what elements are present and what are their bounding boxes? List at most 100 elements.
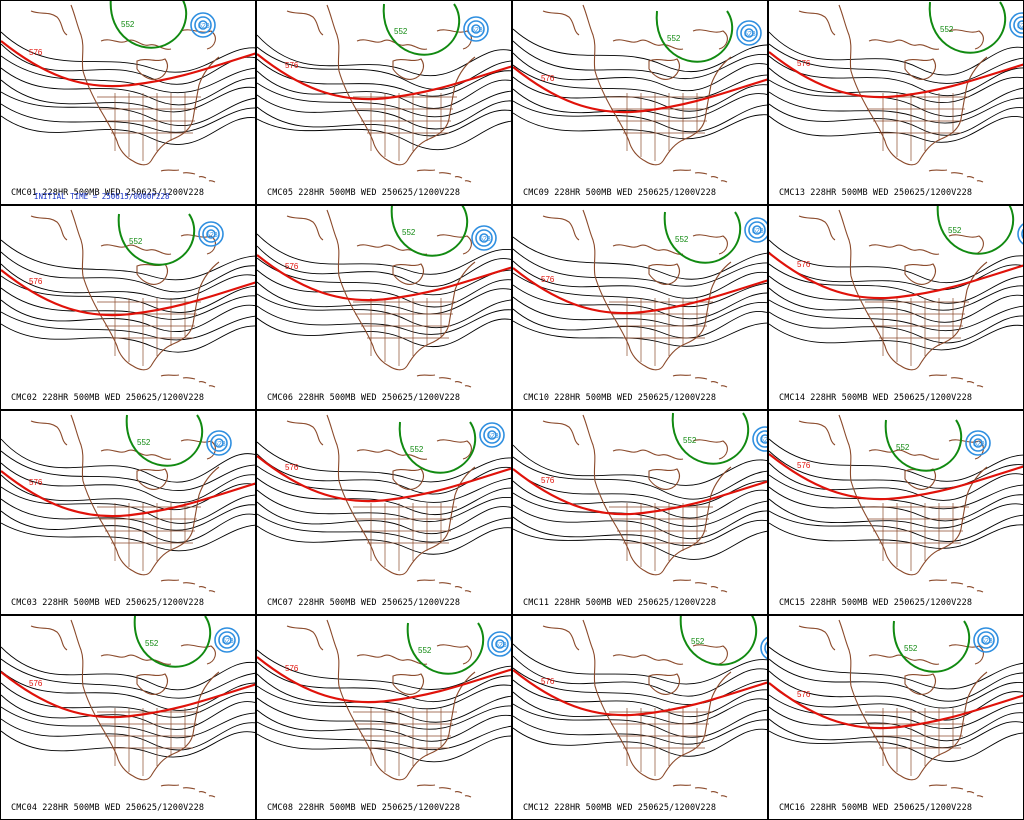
panel-caption: CMC03 228HR 500MB WED 250625/1200V228 bbox=[11, 598, 205, 608]
height-contours bbox=[257, 233, 511, 347]
height-contours bbox=[257, 34, 511, 151]
coastline bbox=[286, 619, 476, 798]
contour-552 bbox=[109, 1, 188, 49]
panel-cmc15: 576 552 528 CMC15 228HR 500MB WED 250625/12… bbox=[768, 410, 1024, 615]
height-contours bbox=[257, 441, 511, 555]
contour-label-528: 528 bbox=[214, 441, 226, 448]
low-center bbox=[736, 20, 762, 46]
contour-label-576: 576 bbox=[541, 677, 555, 686]
contour-label-528: 528 bbox=[744, 31, 756, 38]
contour-label-576: 576 bbox=[797, 59, 811, 68]
contour-label-552: 552 bbox=[418, 646, 432, 655]
contour-label-528: 528 bbox=[981, 638, 993, 645]
panel-caption: CMC16 228HR 500MB WED 250625/1200V228 bbox=[779, 803, 973, 813]
panel-caption: CMC14 228HR 500MB WED 250625/1200V228 bbox=[779, 393, 973, 403]
panel-caption: CMC07 228HR 500MB WED 250625/1200V228 bbox=[267, 598, 461, 608]
contour-576 bbox=[257, 656, 511, 704]
panel-cmc16: 576 552 528 CMC16 228HR 500MB WED 250625/12… bbox=[768, 615, 1024, 820]
coastline bbox=[798, 4, 988, 183]
contour-552 bbox=[390, 206, 469, 257]
height-contours bbox=[769, 31, 1023, 143]
contour-552 bbox=[671, 412, 750, 465]
height-contours bbox=[769, 646, 1023, 762]
height-map-cmc16: 576 552 528 bbox=[769, 619, 1023, 798]
panel-cmc11: 576 552 528 CMC11 228HR 500MB WED 250625/12… bbox=[512, 410, 768, 615]
contour-label-552: 552 bbox=[667, 34, 681, 43]
height-map-cmc05: 576 552 528 bbox=[257, 3, 511, 183]
contour-label-552: 552 bbox=[129, 237, 143, 246]
panel-cmc06: 576 552 528 CMC06 228HR 500MB WED 250625/12… bbox=[256, 205, 512, 410]
contour-552 bbox=[884, 419, 963, 472]
coastline bbox=[286, 414, 476, 593]
contour-label-528: 528 bbox=[1017, 23, 1024, 30]
contour-label-552: 552 bbox=[394, 27, 408, 36]
contour-576 bbox=[257, 455, 511, 503]
height-map-cmc09: 576 552 528 bbox=[513, 4, 767, 183]
low-center bbox=[1009, 12, 1023, 38]
contour-label-552: 552 bbox=[948, 226, 962, 235]
contour-label-528: 528 bbox=[487, 433, 499, 440]
contour-576 bbox=[257, 53, 511, 101]
contour-label-552: 552 bbox=[121, 20, 135, 29]
panel-cmc10: 576 552 528 CMC10 228HR 500MB WED 250625/12… bbox=[512, 205, 768, 410]
contour-552 bbox=[125, 414, 204, 467]
contour-576 bbox=[1, 40, 255, 88]
contour-576 bbox=[769, 51, 1023, 99]
panel-cmc08: 576 552 528 CMC08 228HR 500MB WED 250625/12… bbox=[256, 615, 512, 820]
coastline bbox=[542, 4, 732, 183]
contour-label-576: 576 bbox=[29, 48, 43, 57]
height-contours bbox=[1, 646, 255, 758]
contour-576 bbox=[513, 267, 767, 315]
contour-label-576: 576 bbox=[541, 275, 555, 284]
contour-label-528: 528 bbox=[752, 228, 764, 235]
contour-label-528: 528 bbox=[973, 441, 985, 448]
panel-caption: CMC08 228HR 500MB WED 250625/1200V228 bbox=[267, 803, 461, 813]
height-contours bbox=[513, 643, 767, 757]
height-contours bbox=[513, 236, 767, 347]
contour-label-552: 552 bbox=[683, 436, 697, 445]
low-center bbox=[463, 16, 489, 42]
panel-cmc04: 576 552 528 CMC04 228HR 500MB WED 250625/12… bbox=[0, 615, 256, 820]
low-center bbox=[760, 636, 767, 660]
contour-label-552: 552 bbox=[896, 443, 910, 452]
panel-cmc13: 576 552 528 CMC13 228HR 500MB WED 250625/12… bbox=[768, 0, 1024, 205]
panel-caption: CMC13 228HR 500MB WED 250625/1200V228 bbox=[779, 188, 973, 198]
contour-576 bbox=[513, 669, 767, 717]
contour-label-528: 528 bbox=[198, 23, 210, 30]
contour-label-552: 552 bbox=[940, 25, 954, 34]
height-contours bbox=[769, 239, 1023, 351]
contour-552 bbox=[679, 616, 758, 666]
low-center bbox=[965, 430, 991, 456]
low-center bbox=[190, 12, 216, 38]
height-map-cmc10: 576 552 528 bbox=[513, 209, 767, 388]
panel-cmc02: 576 552 528 CMC02 228HR 500MB WED 250625/12… bbox=[0, 205, 256, 410]
contour-label-552: 552 bbox=[137, 438, 151, 447]
contour-label-576: 576 bbox=[285, 61, 299, 70]
height-contours bbox=[769, 438, 1023, 549]
low-center bbox=[752, 426, 767, 452]
height-map-cmc07: 576 552 528 bbox=[257, 414, 511, 593]
contour-552 bbox=[117, 213, 196, 266]
contour-576 bbox=[513, 66, 767, 114]
contour-label-576: 576 bbox=[29, 478, 43, 487]
coastline bbox=[30, 4, 220, 183]
contour-552 bbox=[663, 211, 742, 264]
contour-label-552: 552 bbox=[904, 644, 918, 653]
contour-552 bbox=[928, 1, 1007, 54]
contour-576 bbox=[513, 468, 767, 516]
contour-label-576: 576 bbox=[797, 690, 811, 699]
panel-caption: CMC02 228HR 500MB WED 250625/1200V228 bbox=[11, 393, 205, 403]
contour-576 bbox=[1, 470, 255, 518]
panel-caption: CMC11 228HR 500MB WED 250625/1200V228 bbox=[523, 598, 717, 608]
height-contours bbox=[1, 438, 255, 552]
contour-label-552: 552 bbox=[410, 445, 424, 454]
contour-label-576: 576 bbox=[541, 476, 555, 485]
contour-label-552: 552 bbox=[675, 235, 689, 244]
height-map-cmc13: 576 552 528 bbox=[769, 1, 1024, 183]
contour-label-576: 576 bbox=[797, 260, 811, 269]
contour-552 bbox=[655, 10, 734, 63]
height-map-cmc02: 576 552 528 bbox=[1, 209, 255, 388]
